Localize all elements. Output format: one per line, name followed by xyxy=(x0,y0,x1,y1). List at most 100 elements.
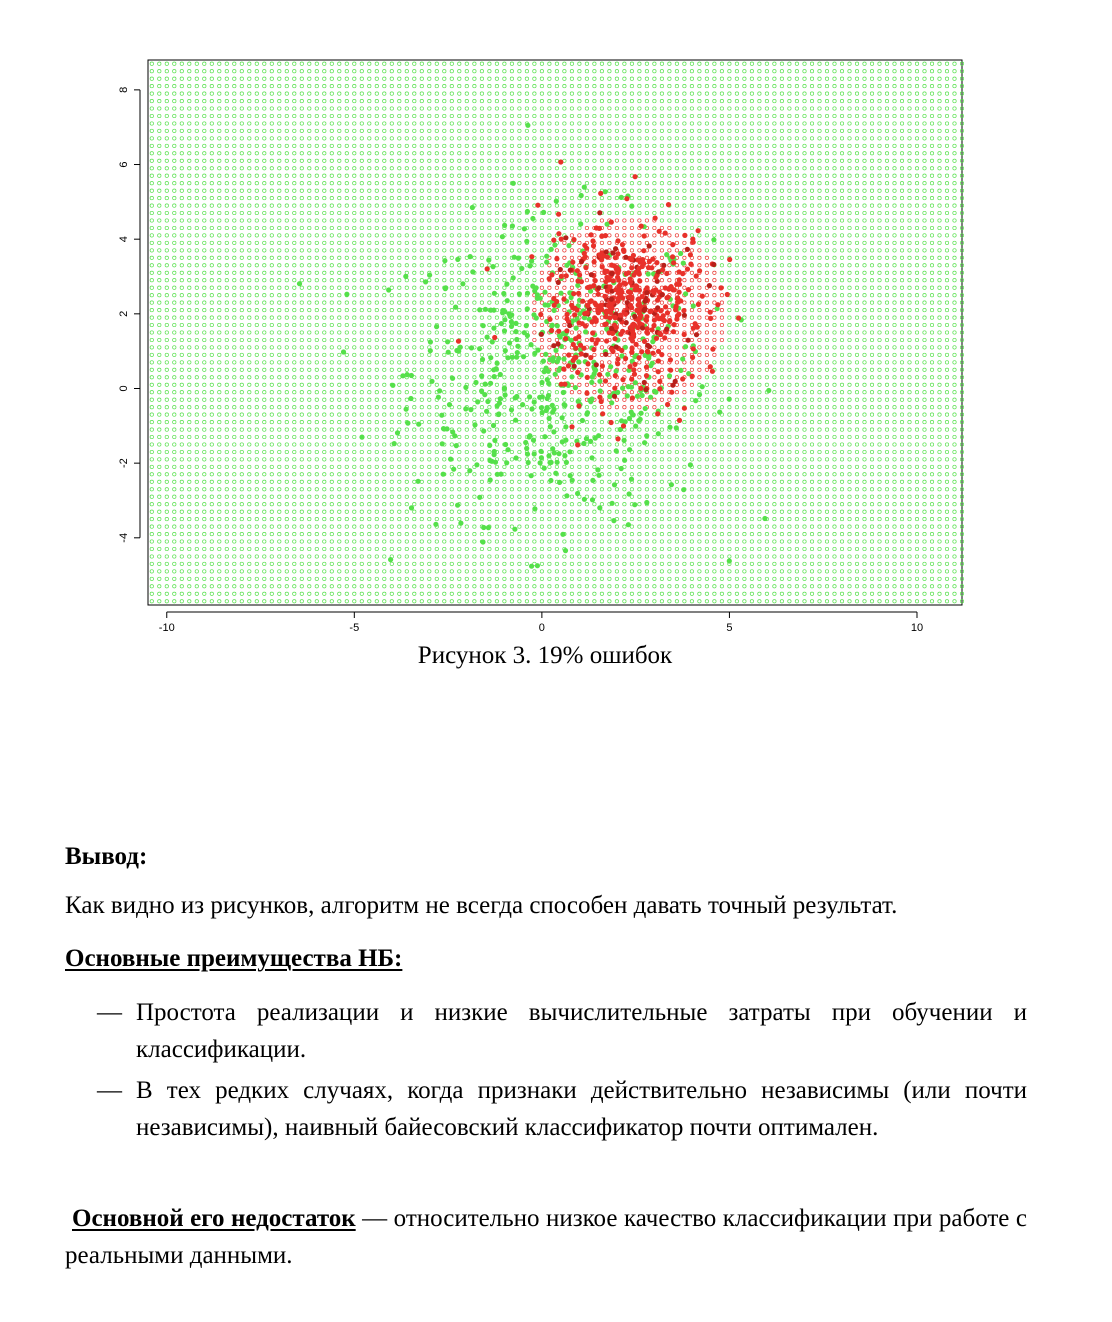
grid-point xyxy=(509,106,514,111)
grid-point xyxy=(442,532,447,537)
grid-point xyxy=(382,188,387,193)
grid-point xyxy=(434,487,439,492)
grid-point xyxy=(629,561,634,566)
grid-point xyxy=(374,285,379,290)
grid-point xyxy=(367,128,372,133)
grid-point xyxy=(509,173,514,178)
grid-point xyxy=(517,263,522,268)
grid-point xyxy=(164,128,169,133)
grid-point xyxy=(412,308,417,313)
grid-point xyxy=(509,158,514,163)
grid-point xyxy=(614,143,619,148)
grid-point xyxy=(254,99,259,104)
grid-point xyxy=(652,532,657,537)
grid-point xyxy=(194,210,199,216)
grid-point xyxy=(179,322,184,328)
grid-point xyxy=(554,263,559,268)
grid-point xyxy=(457,166,462,171)
grid-point xyxy=(614,233,619,238)
grid-point xyxy=(359,412,364,417)
grid-point xyxy=(389,330,394,335)
grid-point xyxy=(284,99,289,104)
grid-point xyxy=(524,427,529,432)
grid-point xyxy=(359,240,364,245)
grid-point xyxy=(622,360,627,365)
grid-point xyxy=(367,84,372,89)
grid-point xyxy=(562,225,567,231)
grid-point xyxy=(382,158,387,163)
grid-point xyxy=(337,502,342,507)
grid-point xyxy=(374,591,379,596)
grid-point xyxy=(224,300,229,305)
grid-point xyxy=(352,255,357,260)
grid-point xyxy=(337,99,342,104)
grid-point xyxy=(284,561,289,566)
grid-point xyxy=(434,591,439,596)
grid-point xyxy=(277,84,282,89)
grid-point xyxy=(209,360,214,365)
grid-point xyxy=(284,248,289,253)
grid-point xyxy=(374,584,379,589)
grid-point xyxy=(494,255,499,260)
grid-point xyxy=(322,502,327,507)
grid-point xyxy=(427,390,432,395)
grid-point xyxy=(419,360,424,365)
grid-point xyxy=(254,539,259,544)
grid-point xyxy=(164,233,169,238)
grid-point xyxy=(329,584,334,589)
grid-point xyxy=(194,263,199,268)
grid-point xyxy=(209,345,214,350)
grid-point xyxy=(652,248,657,253)
grid-point xyxy=(202,293,207,298)
grid-point xyxy=(562,561,567,566)
grid-point xyxy=(299,434,304,440)
grid-point xyxy=(449,158,454,163)
grid-point xyxy=(599,196,604,201)
grid-point xyxy=(569,412,574,417)
grid-point xyxy=(584,405,589,410)
grid-point xyxy=(539,203,544,208)
grid-point xyxy=(157,405,162,410)
grid-point xyxy=(202,599,207,604)
grid-point xyxy=(397,509,402,514)
grid-point xyxy=(262,248,267,253)
grid-point xyxy=(247,420,252,425)
grid-point xyxy=(187,248,192,253)
grid-point xyxy=(404,345,409,350)
grid-point xyxy=(307,352,312,357)
grid-point xyxy=(209,397,214,402)
grid-point xyxy=(404,427,409,432)
grid-point xyxy=(554,188,559,193)
grid-point xyxy=(637,576,642,581)
grid-point xyxy=(254,308,259,313)
grid-point xyxy=(247,121,252,126)
grid-point xyxy=(239,151,244,156)
grid-point xyxy=(479,99,484,104)
grid-point xyxy=(217,434,222,440)
grid-point xyxy=(352,151,357,156)
grid-point xyxy=(194,121,199,126)
grid-point xyxy=(569,121,574,126)
grid-point xyxy=(622,218,627,223)
grid-point xyxy=(232,293,237,298)
grid-point xyxy=(427,248,432,253)
grid-point xyxy=(172,218,177,223)
grid-point xyxy=(209,539,214,544)
grid-point xyxy=(637,599,642,604)
grid-point xyxy=(187,113,192,119)
grid-point xyxy=(299,502,304,507)
grid-point xyxy=(284,69,289,74)
grid-point xyxy=(359,345,364,350)
grid-point xyxy=(599,76,604,81)
grid-point xyxy=(314,434,319,440)
grid-point xyxy=(532,360,537,365)
grid-point xyxy=(239,240,244,245)
grid-point xyxy=(164,76,169,81)
grid-point xyxy=(592,449,597,455)
grid-point xyxy=(209,322,214,328)
grid-point xyxy=(502,113,507,119)
grid-point xyxy=(584,196,589,201)
grid-point xyxy=(179,248,184,253)
grid-point xyxy=(269,293,274,298)
grid-point xyxy=(614,158,619,163)
